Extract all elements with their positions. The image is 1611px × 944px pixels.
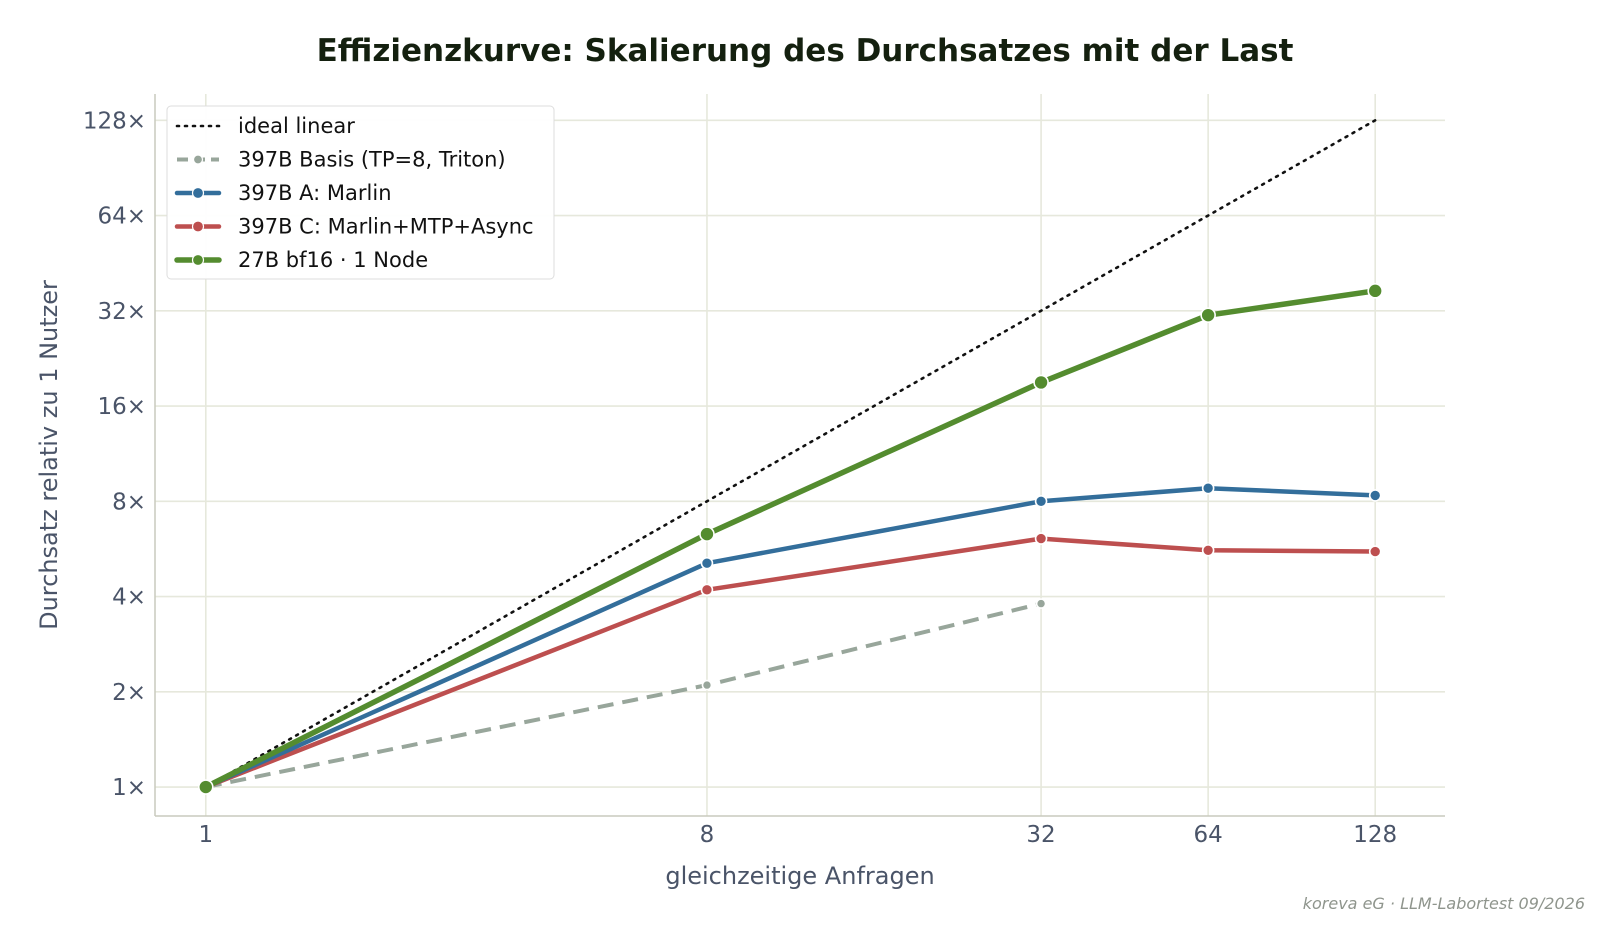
legend-marker [191, 220, 205, 233]
data-point [1033, 374, 1049, 391]
data-point [1034, 494, 1048, 508]
data-point [700, 583, 714, 597]
data-point [1201, 481, 1215, 495]
data-point [1201, 544, 1215, 557]
series-line [205, 601, 1042, 789]
series-line [204, 119, 1377, 789]
data-point [197, 779, 214, 795]
y-tick-label: 4× [112, 585, 146, 611]
series-2 [199, 481, 1382, 794]
chart-title: Effizienzkurve: Skalierung des Durchsatz… [317, 33, 1294, 69]
x-tick-label: 32 [1026, 822, 1055, 848]
y-tick-label: 1× [112, 775, 146, 801]
y-tick-label: 32× [97, 299, 146, 325]
legend-label: ideal linear [238, 114, 355, 138]
x-tick-label: 8 [700, 822, 715, 848]
y-tick-label: 8× [112, 489, 146, 515]
legend-label: 397B Basis (TP=8, Triton) [238, 148, 506, 172]
series-0 [204, 119, 1377, 789]
legend-marker [191, 253, 205, 267]
y-tick-labels: 1× 2× 4× 8× 16× 32× 64× 128× [83, 108, 146, 801]
x-tick-label: 64 [1193, 822, 1222, 848]
x-axis-label: gleichzeitige Anfragen [665, 862, 934, 890]
data-point [701, 679, 713, 691]
legend-label: 397B A: Marlin [238, 181, 392, 205]
x-tick-label: 128 [1353, 822, 1397, 848]
y-tick-label: 128× [83, 108, 146, 134]
x-tick-label: 1 [198, 822, 213, 848]
y-tick-label: 2× [112, 680, 146, 706]
legend-box [166, 105, 555, 280]
legend-label: 27B bf16 · 1 Node [238, 248, 428, 272]
y-tick-label: 16× [97, 394, 146, 420]
legend-label: 397B C: Marlin+MTP+Async [238, 215, 534, 239]
series-4 [197, 283, 1383, 795]
data-point [699, 526, 715, 542]
data-point [1367, 283, 1383, 299]
series-line [203, 288, 1378, 790]
series-1 [200, 598, 1047, 793]
data-point [1200, 307, 1216, 323]
y-tick-label: 64× [97, 204, 146, 230]
legend: ideal linear 397B Basis (TP=8, Triton) 397… [166, 105, 555, 280]
legend-marker [191, 186, 205, 200]
data-point [1034, 532, 1048, 545]
data-point [1368, 545, 1382, 558]
series-group [197, 119, 1383, 795]
data-point [1035, 598, 1047, 609]
legend-marker [192, 154, 204, 165]
data-point [700, 556, 714, 570]
y-axis-label: Durchsatz relativ zu 1 Nutzer [35, 280, 63, 630]
data-point [1368, 489, 1382, 502]
series-3 [199, 532, 1382, 794]
x-tick-labels: 1 8 32 64 128 [198, 822, 1397, 848]
credit-text: koreva eG · LLM-Labortest 09/2026 [1303, 894, 1585, 913]
series-line [203, 485, 1378, 790]
